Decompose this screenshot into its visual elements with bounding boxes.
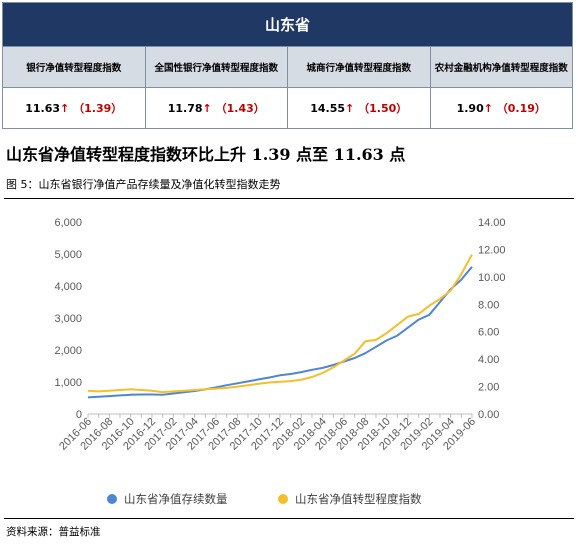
y-left-tick-label: 4,000 (54, 281, 82, 293)
region-header: 山东省 (2, 2, 573, 47)
up-arrow-icon: ↑ (345, 102, 355, 115)
up-arrow-icon: ↑ (483, 102, 493, 115)
index-value: 1.90 (456, 102, 484, 115)
index-value: 11.63 (25, 102, 61, 115)
series-line-2 (87, 254, 473, 394)
index-value: 11.78 (167, 102, 203, 115)
y-right-tick-label: 4.00 (478, 354, 499, 366)
index-value: 14.55 (310, 102, 346, 115)
value-cell-rural-financial: 1.90↑ （0.19） (429, 87, 573, 129)
value-cell-bank: 11.63↑ （1.39） (2, 87, 146, 129)
y-left-tick-label: 6,000 (54, 217, 82, 229)
y-right-tick-label: 10.00 (478, 272, 506, 284)
value-cell-city-commercial-bank: 14.55↑ （1.50） (287, 87, 431, 129)
y-left-tick-label: 1,000 (54, 377, 82, 389)
y-left-tick-label: 2,000 (54, 345, 82, 357)
legend-marker-2 (278, 494, 288, 504)
y-right-tick-label: 14.00 (478, 217, 506, 229)
y-left-tick-label: 0 (76, 409, 82, 421)
figure-caption: 图 5：山东省银行净值产品存续量及净值化转型指数走势 (6, 178, 281, 191)
section-title: 山东省净值转型程度指数环比上升 1.39 点至 11.63 点 (6, 145, 406, 164)
change-value: （0.19） (496, 102, 546, 115)
change-value: （1.39） (73, 102, 123, 115)
change-value: （1.43） (215, 102, 265, 115)
source-note: 资料来源：普益标准 (6, 526, 101, 538)
series-line-1 (87, 266, 473, 399)
legend-label: 山东省净值存续数量 (124, 492, 228, 506)
y-right-tick-label: 2.00 (478, 382, 499, 394)
index-summary-table: 山东省 银行净值转型程度指数 全国性银行净值转型程度指数 城商行净值转型程度指数… (2, 2, 573, 129)
value-cell-national-bank: 11.78↑ （1.43） (144, 87, 288, 129)
y-right-tick-label: 12.00 (478, 244, 506, 256)
column-header-national-bank: 全国性银行净值转型程度指数 (144, 46, 288, 88)
legend-label: 山东省净值转型程度指数 (295, 492, 422, 506)
column-header-rural-financial: 农村金融机构净值转型程度指数 (429, 46, 573, 88)
y-right-tick-label: 6.00 (478, 327, 499, 339)
y-left-tick-label: 3,000 (54, 313, 82, 325)
column-header-bank: 银行净值转型程度指数 (2, 46, 146, 88)
change-value: （1.50） (358, 102, 408, 115)
column-header-city-commercial-bank: 城商行净值转型程度指数 (287, 46, 431, 88)
y-right-tick-label: 8.00 (478, 299, 499, 311)
up-arrow-icon: ↑ (202, 102, 212, 115)
y-left-tick-label: 5,000 (54, 249, 82, 261)
source-divider (4, 518, 574, 519)
legend-marker-1 (107, 494, 117, 504)
caption-divider (4, 198, 574, 199)
up-arrow-icon: ↑ (60, 102, 70, 115)
dual-axis-line-chart: 0 1,000 2,000 3,000 4,000 5,000 6,000 0.00 2.00 4… (54, 217, 506, 506)
y-right-tick-label: 0.00 (478, 409, 499, 421)
